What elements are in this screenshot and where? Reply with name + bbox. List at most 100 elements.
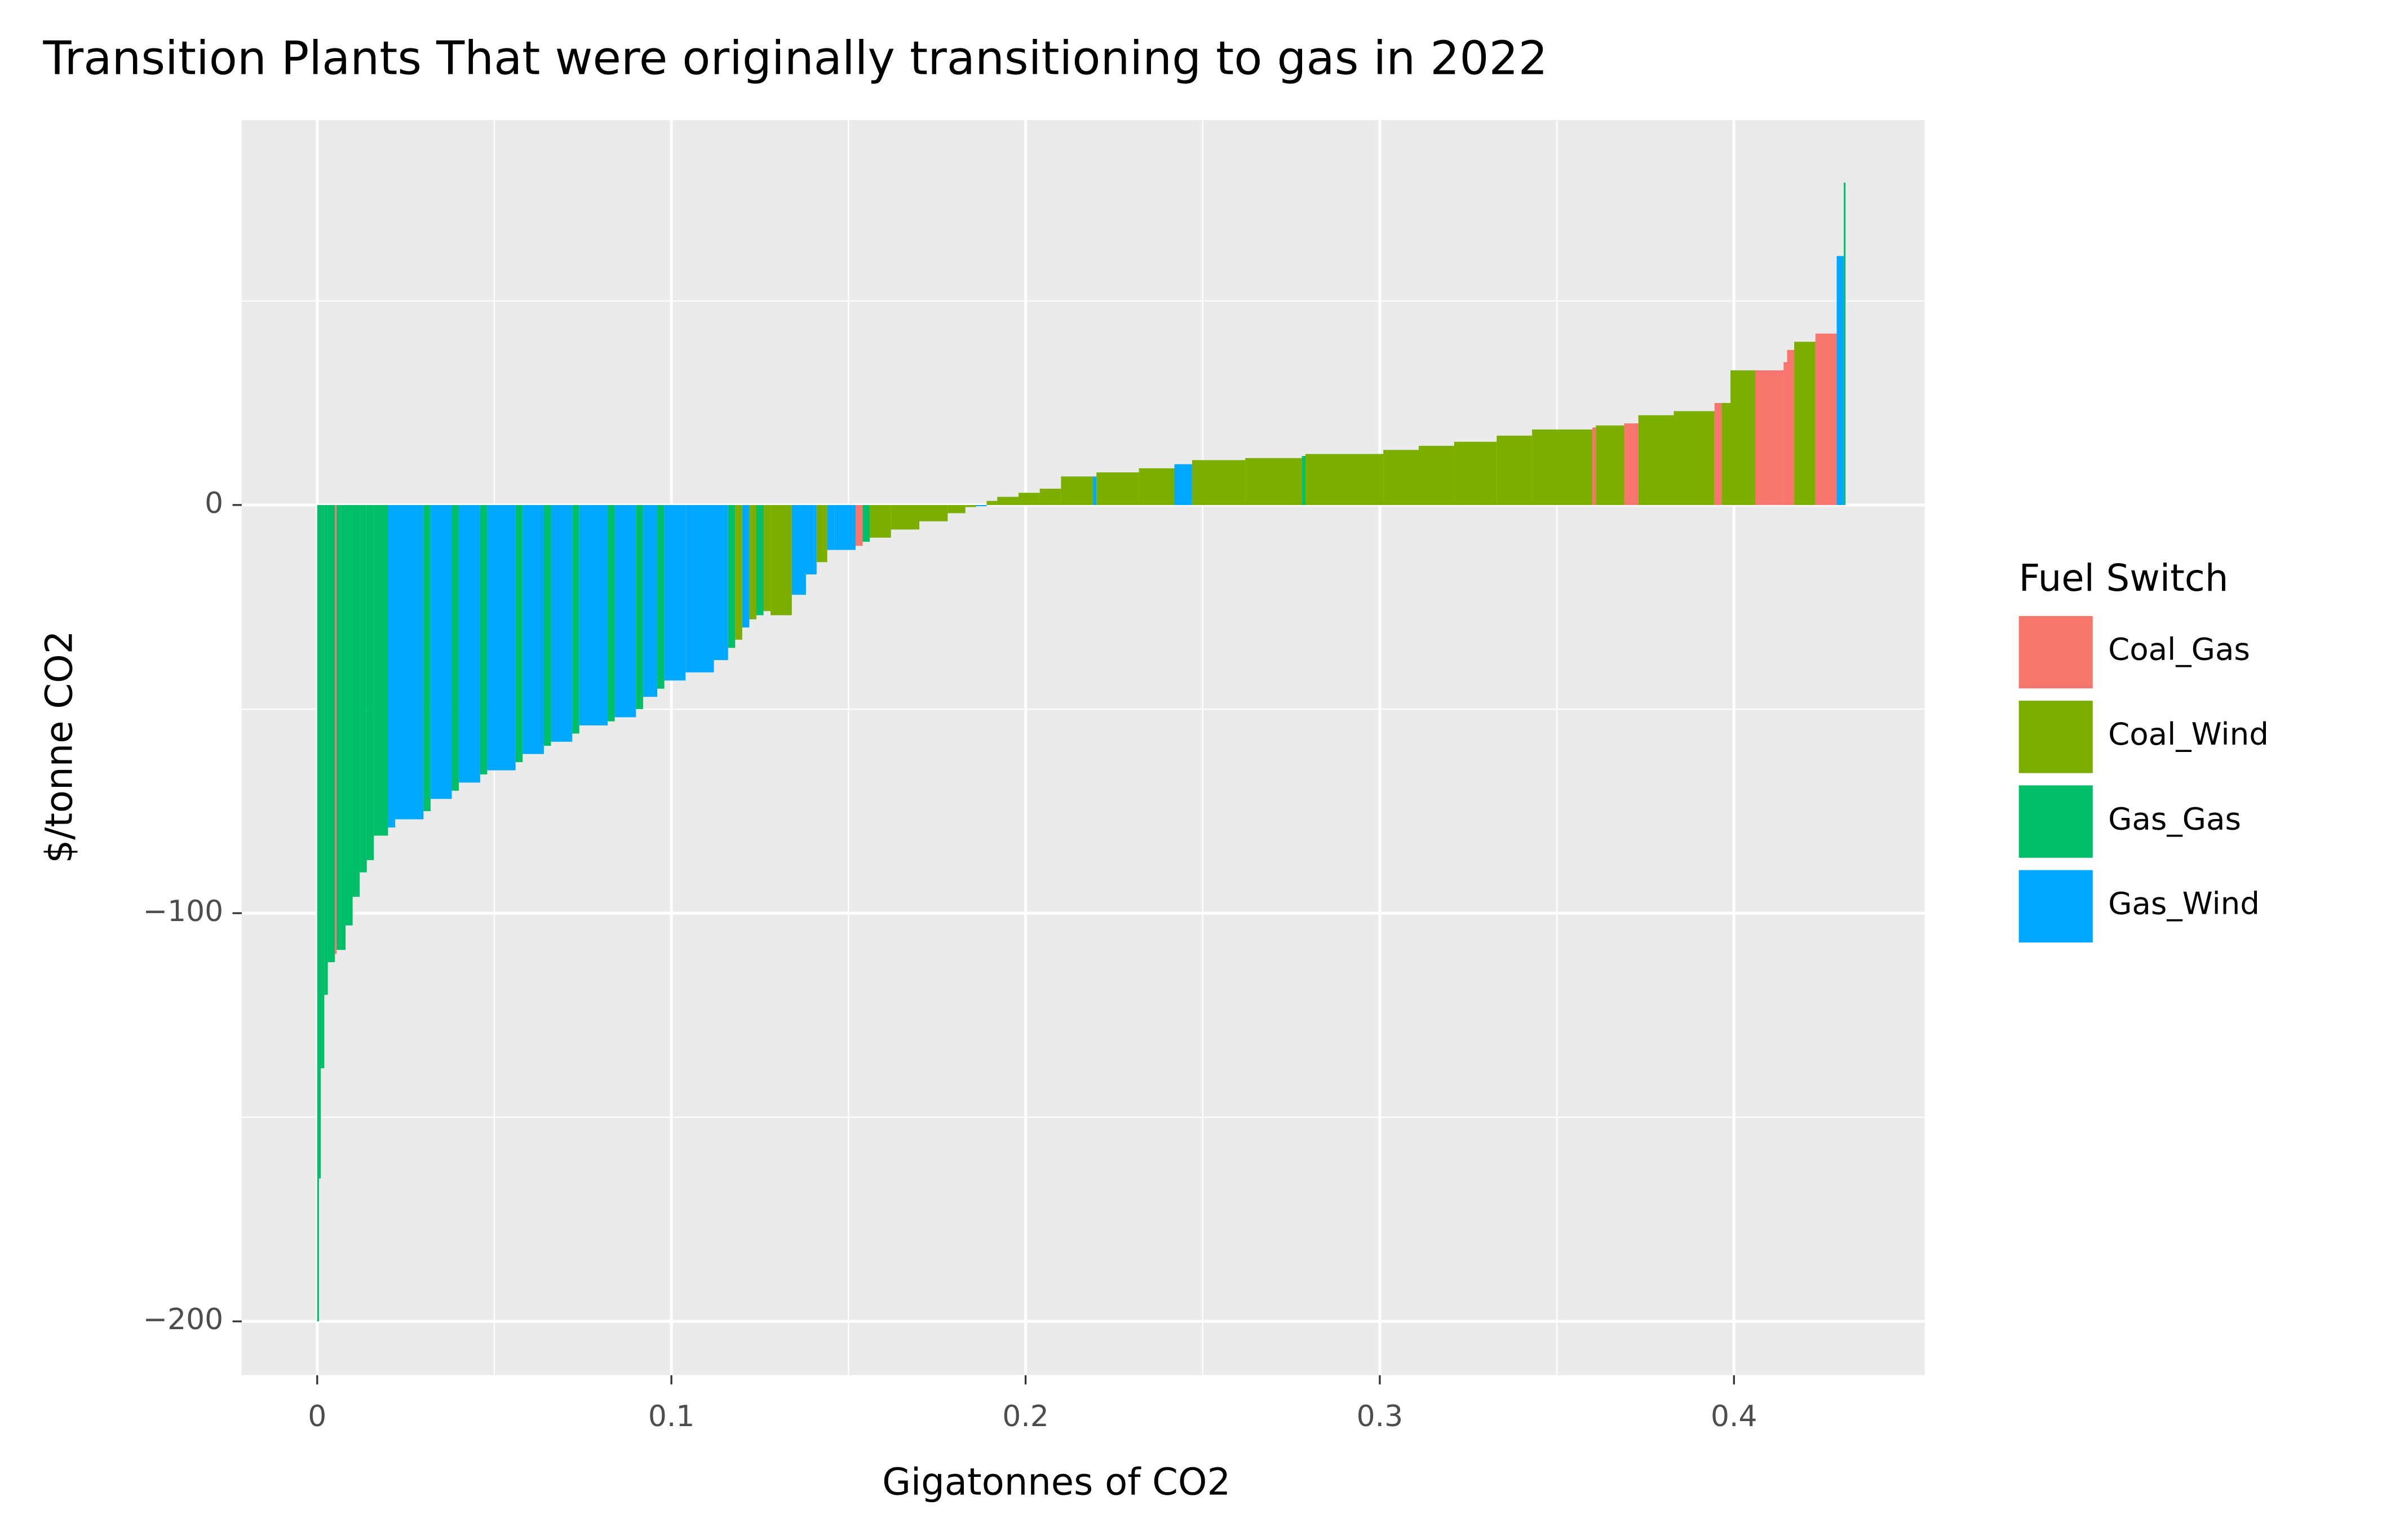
bar (997, 497, 1019, 505)
bar (579, 505, 608, 725)
bar (742, 505, 750, 628)
bar (1836, 256, 1844, 505)
bar (1730, 370, 1756, 505)
bar (756, 505, 764, 616)
bar (1454, 441, 1497, 505)
bar (976, 505, 987, 507)
y-axis-title: $/tonne CO2 (38, 631, 81, 864)
bar (870, 505, 891, 538)
bar (608, 505, 615, 722)
bars (317, 182, 1846, 1322)
bar (714, 505, 728, 661)
bar (685, 505, 714, 672)
bar (965, 505, 976, 507)
bar (1096, 472, 1139, 505)
bar (855, 505, 863, 546)
bar (395, 505, 424, 820)
x-tick-label: 0.3 (1357, 1400, 1404, 1433)
bar (317, 505, 319, 1322)
bar (891, 505, 920, 530)
bar (834, 505, 856, 550)
legend: Fuel Switch Coal_Gas Coal_Wind Gas_Gas Gas_… (2019, 557, 2269, 942)
legend-label: Gas_Wind (2108, 886, 2260, 922)
bar (986, 501, 998, 505)
bar (337, 505, 346, 950)
bar (1018, 493, 1040, 505)
bar (515, 505, 523, 763)
bar (1638, 415, 1674, 505)
x-axis-title: Gigatonnes of CO2 (882, 1461, 1230, 1504)
bar (636, 505, 643, 709)
bar (1497, 435, 1533, 505)
bar (1596, 425, 1624, 505)
bar (487, 505, 516, 771)
bar (1301, 456, 1305, 505)
bar (1787, 349, 1795, 505)
bar (1174, 464, 1192, 505)
bar (480, 505, 488, 775)
bar (1815, 333, 1837, 505)
bar (728, 505, 736, 648)
bar (423, 505, 431, 811)
bar (919, 505, 948, 521)
bar (657, 505, 665, 689)
legend-key (2018, 701, 2093, 773)
bar (543, 505, 551, 746)
legend-label: Coal_Gas (2108, 631, 2250, 667)
bar (360, 505, 367, 873)
bar (816, 505, 827, 563)
x-tick-label: 0 (308, 1400, 326, 1433)
bar (827, 505, 835, 550)
bar (1092, 476, 1097, 505)
bar (664, 505, 686, 681)
y-tick-label: −100 (143, 895, 224, 928)
bar (335, 505, 337, 954)
bar (321, 505, 325, 1069)
bar (1061, 476, 1093, 505)
bar (352, 505, 360, 897)
legend-key (2018, 785, 2093, 858)
bar (614, 505, 636, 718)
bar (430, 505, 452, 799)
bar (1794, 342, 1816, 505)
bar (1721, 402, 1731, 505)
chart-title: Transition Plants That were originally t… (42, 32, 1547, 86)
bar (523, 505, 544, 754)
bar (763, 505, 771, 612)
bar (1532, 429, 1592, 505)
bar (346, 505, 353, 926)
legend-label: Gas_Gas (2108, 800, 2241, 837)
bar (643, 505, 658, 697)
bar (1039, 488, 1061, 505)
bar (791, 505, 806, 595)
bar (1592, 427, 1596, 505)
bar (366, 505, 374, 860)
bar (805, 505, 817, 575)
bar (1844, 182, 1846, 505)
bar (749, 505, 756, 619)
bar (1192, 460, 1246, 505)
x-tick-label: 0.2 (1002, 1400, 1049, 1433)
bar (1673, 411, 1715, 505)
bar (1714, 402, 1722, 505)
x-tick-label: 0.4 (1711, 1400, 1757, 1433)
bar (771, 505, 792, 616)
bar (572, 505, 579, 734)
axes: 0 0.1 0.2 0.3 0.4 −200 −100 0 (143, 486, 1757, 1433)
bar (1245, 458, 1302, 505)
y-tick-label: −200 (143, 1303, 224, 1337)
legend-key (2018, 870, 2093, 942)
legend-key (2018, 616, 2093, 689)
bar (1305, 454, 1384, 505)
x-tick-label: 0.1 (648, 1400, 695, 1433)
bar (1383, 450, 1419, 505)
bar (1419, 445, 1454, 505)
legend-title: Fuel Switch (2019, 557, 2229, 600)
bar (948, 505, 966, 514)
bar (862, 505, 870, 542)
bar (459, 505, 480, 783)
bar (1755, 370, 1784, 505)
bar (1624, 423, 1639, 505)
